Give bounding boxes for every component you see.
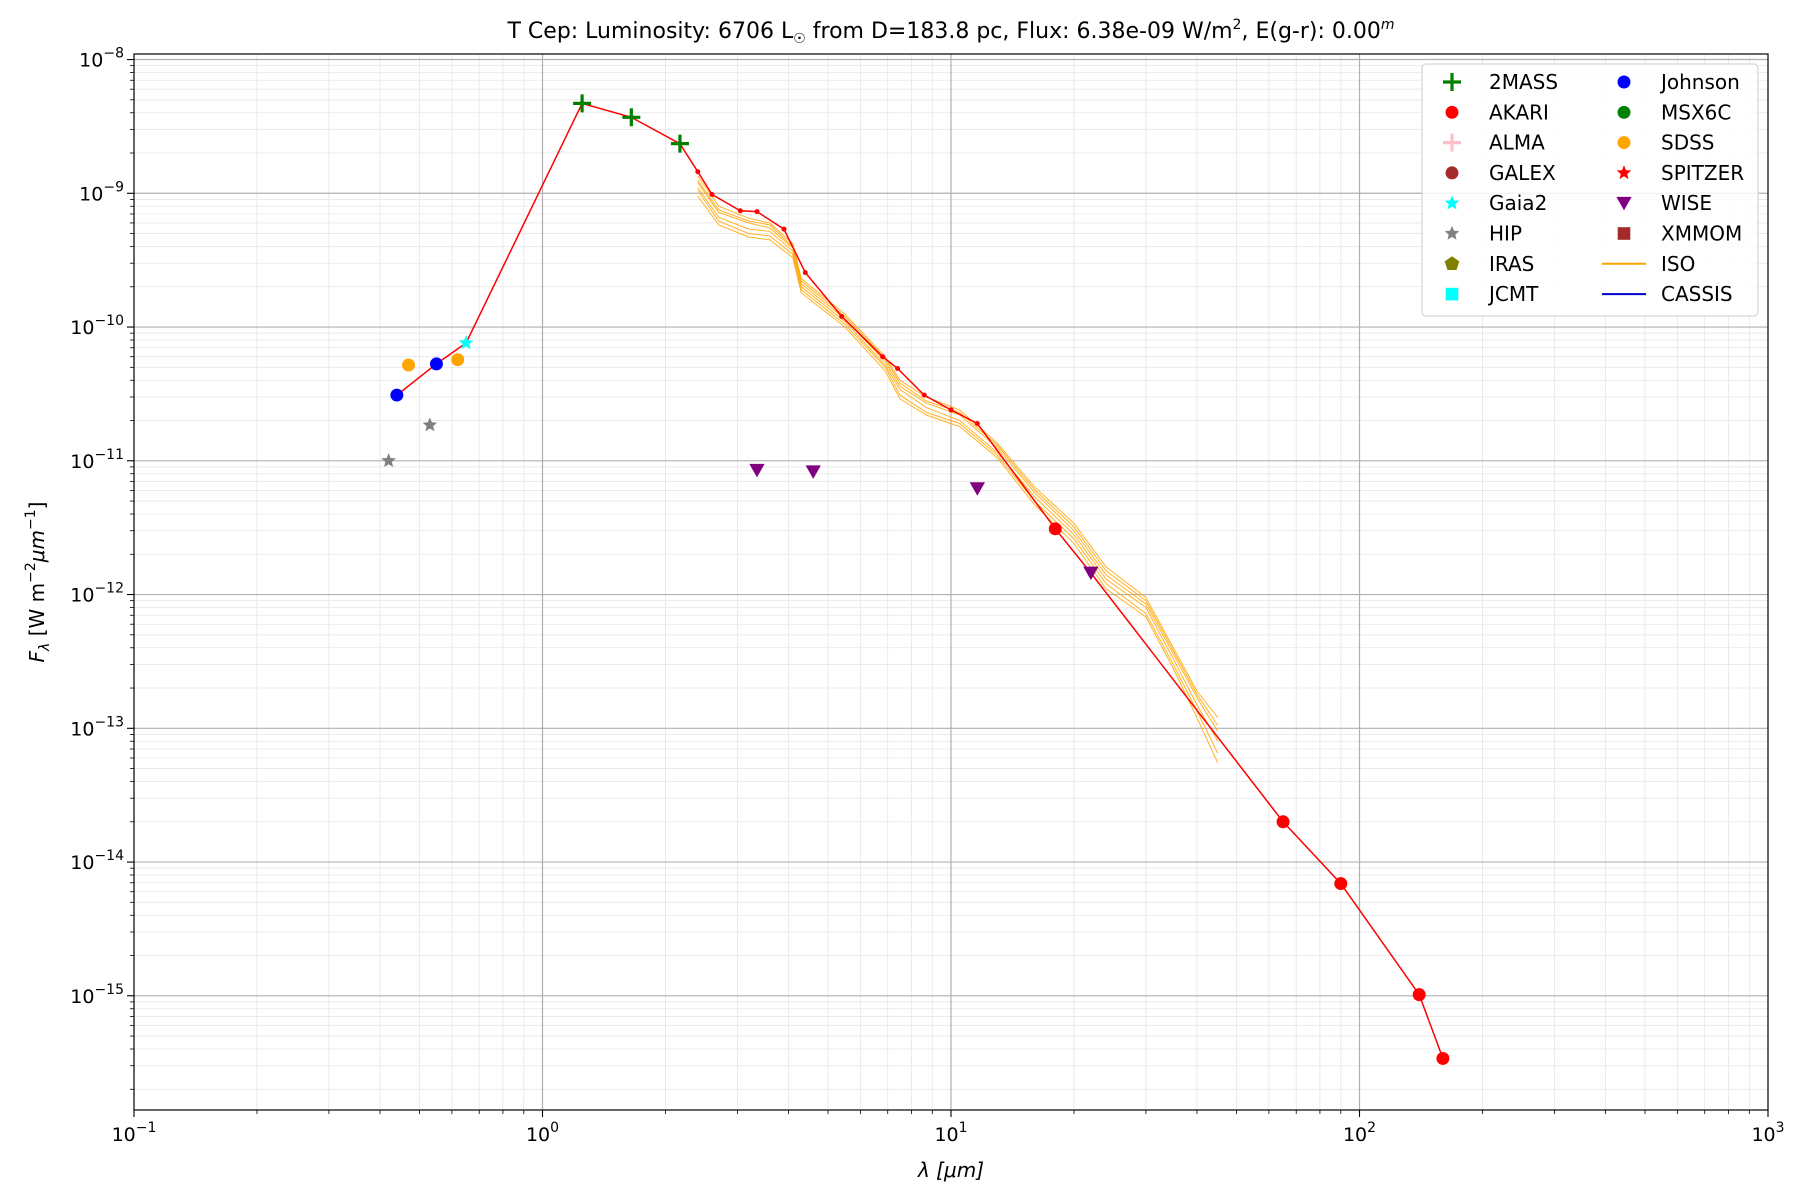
legend-box [1421,63,1759,317]
marker-wise [1083,566,1099,581]
legend-label-iras: IRAS [1489,252,1534,276]
model-point [781,226,787,232]
model-point [754,209,760,215]
x-axis-label: λ [μm] [917,1158,984,1182]
model-point [802,270,808,276]
y-tick-label: 10−13 [70,714,124,740]
marker-wise [805,465,821,479]
model-point [737,208,743,214]
legend-label-wise: WISE [1661,191,1712,215]
marker-johnson [429,357,443,371]
marker-2mass [670,134,689,153]
axis-ticks: 10−1 100 101 102 103 10−15 10−14 10−13 10−12 10−1… [70,46,1784,1146]
y-tick-label: 10−15 [70,982,124,1008]
marker-hip [381,453,396,467]
model-point [921,392,927,398]
y-tick-label: 10−11 [70,447,124,473]
legend-label-gaia2: Gaia2 [1489,191,1547,215]
marker-sdss [451,353,465,367]
legend-label-xmmom: XMMOM [1661,222,1742,246]
marker-akari [1048,522,1062,536]
x-tick-label: 102 [1343,1120,1376,1146]
marker-hip [422,417,438,432]
marker-akari [1436,1051,1450,1065]
iso-spectrum-line [697,187,1219,742]
model-point [709,191,715,197]
legend-label-2mass: 2MASS [1489,70,1558,94]
model-point [948,407,954,413]
legend-label-johnson: Johnson [1659,70,1740,94]
legend-marker-wise [1616,196,1632,211]
marker-akari [1334,877,1348,891]
chart-title: T Cep: Luminosity: 6706 L☉ from D=183.8 … [506,17,1394,47]
marker-akari [1276,815,1290,829]
legend-label-alma: ALMA [1489,131,1545,155]
iso-spectrum-line [697,196,1219,764]
marker-akari [1412,988,1426,1002]
y-tick-label: 10−9 [79,179,124,205]
legend-label-msx6c: MSX6C [1661,100,1731,124]
photometry-markers [381,94,1450,1065]
legend-marker-johnson [1617,75,1631,89]
legend-marker-alma [1443,133,1461,152]
iso-spectrum-line [697,180,1219,726]
legend-marker-jcmt [1445,287,1459,301]
model-point [695,169,701,175]
x-tick-label: 103 [1751,1120,1784,1146]
legend-marker-xmmom [1617,227,1631,240]
legend-label-spitzer: SPITZER [1661,161,1744,185]
marker-johnson [390,388,404,402]
marker-2mass [622,108,641,127]
model-point [895,365,901,371]
legend-marker-2mass [1443,73,1461,91]
marker-2mass [573,94,592,113]
y-tick-label: 10−10 [70,313,124,339]
model-point [880,354,886,360]
x-tick-label: 101 [934,1120,967,1146]
y-tick-label: 10−8 [79,46,124,72]
legend-label-sdss: SDSS [1661,131,1715,155]
legend-label-galex: GALEX [1489,161,1556,185]
legend-marker-msx6c [1617,105,1631,119]
marker-wise [969,482,985,496]
y-tick-label: 10−14 [70,848,124,874]
y-axis-label: Fλ [W m−2μm−1] [23,502,53,663]
legend: 2MASS AKARI ALMA GALEX Gaia2 HIP IRAS JCMT Johns… [1421,63,1759,317]
legend-marker-iras [1444,256,1460,270]
model-point [839,313,845,319]
marker-sdss [402,358,416,372]
iso-spectrum-line [697,182,1219,732]
model-point [974,421,980,427]
legend-marker-hip [1444,225,1460,240]
legend-label-iso: ISO [1661,252,1695,276]
x-tick-label: 100 [526,1120,559,1146]
legend-label-akari: AKARI [1489,100,1549,124]
model-sed-line [396,102,1444,1059]
legend-marker-galex [1445,166,1459,180]
iso-spectrum-line [697,190,1219,754]
legend-label-cassis: CASSIS [1661,282,1733,306]
legend-marker-gaia2 [1444,195,1460,210]
x-tick-label: 10−1 [112,1120,157,1146]
legend-label-jcmt: JCMT [1487,282,1539,306]
marker-gaia2 [458,335,474,350]
legend-marker-akari [1445,105,1459,119]
legend-label-hip: HIP [1489,222,1522,246]
marker-wise [749,463,765,478]
y-tick-label: 10−12 [70,581,124,607]
legend-marker-spitzer [1616,165,1632,180]
legend-marker-sdss [1617,136,1631,150]
